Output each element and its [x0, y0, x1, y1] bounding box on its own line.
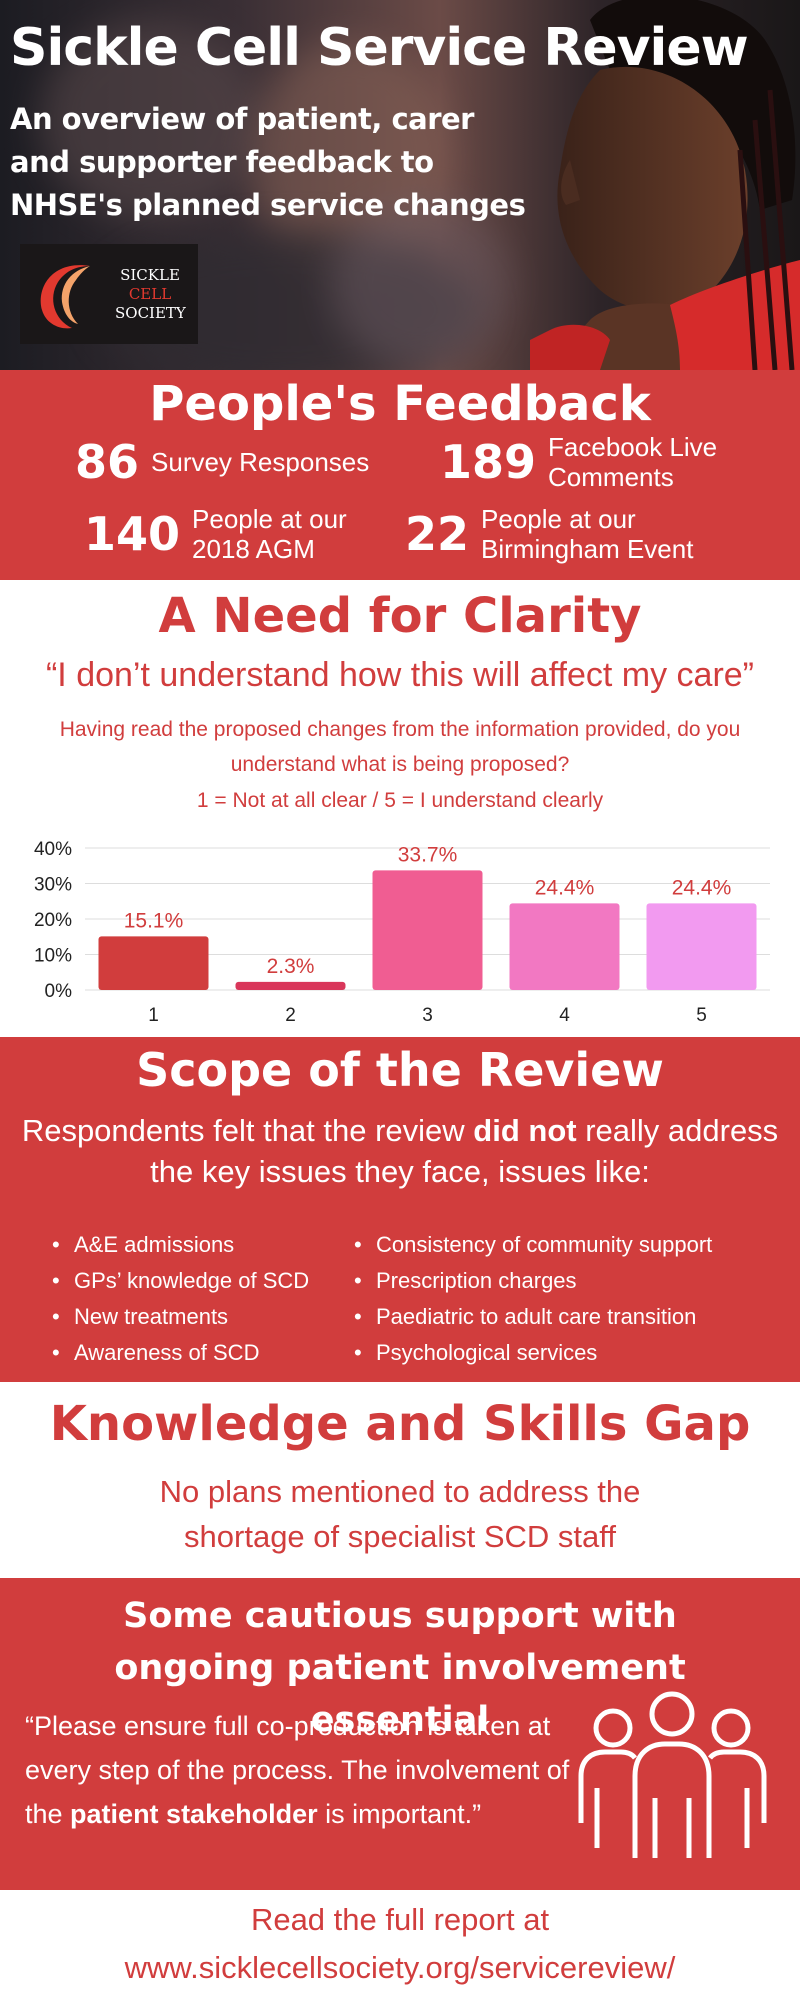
stat-agm-attendees: 140 People at our 2018 AGM: [84, 504, 392, 564]
scope-intro-text-end: really address the key issues they face,…: [150, 1113, 779, 1189]
chart-data-label: 33.7%: [398, 843, 458, 866]
chart-y-tick-label: 10%: [34, 946, 72, 967]
scope-title: Scope of the Review: [136, 1043, 664, 1097]
chart-bar: [646, 903, 757, 990]
clarity-section: A Need for Clarity “I don’t understand h…: [0, 580, 800, 1037]
chart-x-tick-label: 1: [148, 1005, 159, 1026]
scope-intro-emphasis: did not: [473, 1113, 577, 1148]
logo-line-3: SOCIETY: [115, 304, 186, 322]
support-quote-text: “Please ensure full co-production is tak…: [25, 1711, 570, 1829]
crescent-logo-icon: [40, 265, 90, 329]
scope-intro-text: Respondents felt that the review: [21, 1113, 474, 1148]
chart-x-tick-label: 2: [285, 1005, 296, 1026]
scope-section: Scope of the Review Respondents felt tha…: [0, 1037, 800, 1382]
support-section: Some cautious support with ongoing patie…: [0, 1578, 800, 1890]
hero-banner: Sickle Cell Service Review An overview o…: [0, 0, 800, 370]
stat-survey-responses: 86 Survey Responses: [75, 435, 431, 489]
chart-data-label: 24.4%: [672, 876, 732, 899]
stat-facebook-comments: 189 Facebook Live Comments: [440, 432, 738, 492]
stat-number: 140: [84, 507, 181, 561]
chart-y-tick-label: 0%: [45, 981, 73, 1002]
chart-data-label: 2.3%: [267, 955, 315, 978]
support-title: Some cautious support with ongoing patie…: [114, 1596, 686, 1740]
feedback-title: People's Feedback: [149, 376, 651, 432]
footer-section: Read the full report at www.sicklecellso…: [0, 1890, 800, 2000]
hero-title: Sickle Cell Service Review: [10, 18, 749, 78]
people-group-icon: [578, 1691, 767, 1858]
logo-line-1: SICKLE: [120, 266, 180, 284]
list-item: Awareness of SCD: [50, 1335, 309, 1371]
chart-x-tick-label: 3: [422, 1005, 433, 1026]
footer-read-line: Read the full report at: [250, 1902, 550, 1937]
knowledge-title: Knowledge and Skills Gap: [49, 1396, 751, 1452]
logo-line-2: CELL: [128, 285, 172, 303]
list-item: New treatments: [50, 1299, 309, 1335]
stat-number: 189: [440, 435, 537, 489]
issues-list-right: Consistency of community support Prescri…: [352, 1227, 712, 1371]
stat-number: 86: [75, 435, 140, 489]
chart-bar: [372, 870, 483, 990]
scope-intro: Respondents felt that the review did not…: [0, 1110, 800, 1192]
knowledge-text: No plans mentioned to address the shorta…: [159, 1474, 641, 1554]
hero-portrait-image: [530, 0, 800, 370]
list-item: Prescription charges: [352, 1263, 712, 1299]
survey-scale: 1 = Not at all clear / 5 = I understand …: [196, 789, 604, 812]
list-item: GPs’ knowledge of SCD: [50, 1263, 309, 1299]
support-quote-text-end: is important.”: [317, 1799, 482, 1829]
chart-x-tick-label: 5: [696, 1005, 707, 1026]
list-item: A&E admissions: [50, 1227, 309, 1263]
stat-label: Survey Responses: [151, 447, 370, 477]
support-quote-emphasis: patient stakeholder: [70, 1799, 318, 1829]
chart-data-label: 15.1%: [124, 909, 184, 932]
issues-list-left: A&E admissions GPs’ knowledge of SCD New…: [50, 1227, 309, 1371]
logo-wordmark: SICKLE CELL SOCIETY: [115, 266, 186, 323]
stat-birmingham-attendees: 22 People at our Birmingham Event: [405, 504, 741, 564]
chart-bar: [98, 936, 209, 990]
stat-label: Facebook Live Comments: [548, 432, 718, 492]
chart-y-tick-label: 40%: [34, 839, 72, 860]
chart-bar: [509, 903, 620, 990]
support-quote: “Please ensure full co-production is tak…: [25, 1704, 585, 1836]
list-item: Psychological services: [352, 1335, 712, 1371]
hero-subtitle: An overview of patient, carer and suppor…: [10, 102, 526, 222]
clarity-quote: “I don’t understand how this will affect…: [45, 656, 755, 694]
survey-question: Having read the proposed changes from th…: [59, 718, 741, 776]
chart-y-tick-label: 30%: [34, 875, 72, 896]
chart-data-label: 24.4%: [535, 876, 595, 899]
footer-cta: Read the full report at www.sicklecellso…: [0, 1896, 800, 1992]
stat-number: 22: [405, 507, 470, 561]
stat-label: People at our Birmingham Event: [481, 504, 694, 564]
footer-report-link[interactable]: www.sicklecellsociety.org/servicereview/: [124, 1950, 676, 1985]
stat-label: People at our 2018 AGM: [192, 504, 347, 564]
sickle-cell-society-logo[interactable]: SICKLE CELL SOCIETY: [20, 244, 198, 344]
feedback-section: People's Feedback 86 Survey Responses 18…: [0, 370, 800, 580]
knowledge-section: Knowledge and Skills Gap No plans mentio…: [0, 1382, 800, 1578]
chart-bar: [235, 981, 346, 990]
clarity-bar-chart: 0% 10% 20% 30% 40% 15.1% 1 2.3% 2 33.7% 3 24.4% 4 24.…: [34, 839, 770, 1026]
chart-y-tick-label: 20%: [34, 910, 72, 931]
clarity-title: A Need for Clarity: [158, 588, 642, 644]
chart-x-tick-label: 4: [559, 1005, 570, 1026]
list-item: Consistency of community support: [352, 1227, 712, 1263]
list-item: Paediatric to adult care transition: [352, 1299, 712, 1335]
